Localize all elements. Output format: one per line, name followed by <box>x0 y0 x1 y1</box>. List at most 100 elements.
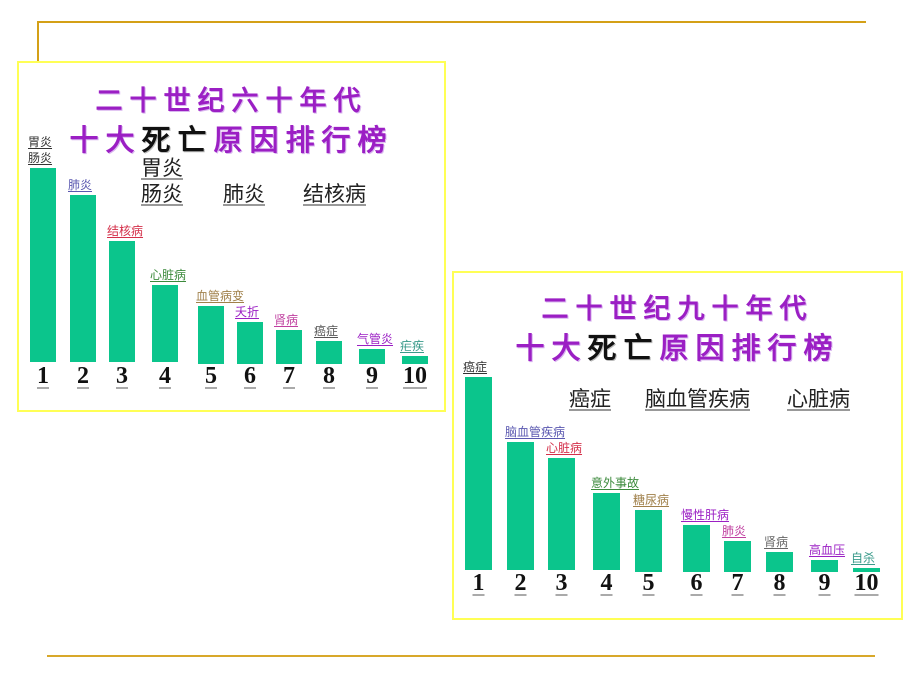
bar-label-line: 夭折 <box>235 305 260 319</box>
bar-label: 结核病 <box>107 223 143 239</box>
bar-label-line: 肺炎 <box>722 524 747 538</box>
bar-label: 慢性肝病 <box>681 507 729 523</box>
bar-label: 肾病 <box>764 534 788 550</box>
rank-number: 9 <box>818 570 831 596</box>
bar-1 <box>30 168 56 362</box>
bar-label: 脑血管疾病 <box>505 424 565 440</box>
rank-number: 7 <box>731 570 744 596</box>
bar-label: 肾病 <box>274 312 298 328</box>
bar-label-line: 癌症 <box>314 324 339 338</box>
bar-label: 糖尿病 <box>633 492 669 508</box>
summary-item-3: 心脏病 <box>787 387 850 411</box>
rank-number: 3 <box>555 570 568 596</box>
rank-number: 3 <box>116 363 128 389</box>
bar-label-line: 癌症 <box>463 360 488 374</box>
rank-number: 4 <box>159 363 171 389</box>
bar-label-line: 肾病 <box>274 313 299 327</box>
chart-title-line1: 二十世纪六十年代 <box>95 86 368 117</box>
bar-label-line: 肾病 <box>764 535 789 549</box>
bar-label: 高血压 <box>809 542 845 558</box>
bar-label: 癌症 <box>463 359 487 375</box>
bar-label-line: 疟疾 <box>400 339 425 353</box>
rank-number: 8 <box>773 570 786 596</box>
bar-label-line: 自杀 <box>851 551 876 565</box>
chart-title-line1: 二十世纪九十年代 <box>541 294 814 325</box>
title-part: 原因排行榜 <box>659 331 840 365</box>
bar-label-line: 心脏病 <box>546 441 583 455</box>
summary-item-1: 胃炎 肠炎 <box>141 155 183 207</box>
bar-label-line: 脑血管疾病 <box>505 425 566 439</box>
bar-label-line: 胃炎 <box>28 135 53 149</box>
slide-frame-bottom-line <box>47 655 875 657</box>
bar-4 <box>593 493 620 570</box>
summary-line: 胃炎 <box>141 156 183 180</box>
summary-item-2: 脑血管疾病 <box>645 387 750 411</box>
bar-label-line: 糖尿病 <box>633 493 670 507</box>
summary-item-3: 结核病 <box>303 182 366 206</box>
bar-label: 夭折 <box>235 304 259 320</box>
rank-number: 6 <box>690 570 703 596</box>
slide-frame-top-line <box>38 21 866 23</box>
bar-1 <box>465 377 492 570</box>
title-part: 十大 <box>69 123 142 157</box>
bar-2 <box>70 195 96 362</box>
bar-2 <box>507 442 534 570</box>
bar-3 <box>548 458 575 570</box>
bar-label: 心脏病 <box>546 440 582 456</box>
bar-label-line: 高血压 <box>809 543 846 557</box>
bar-6 <box>237 322 263 364</box>
summary-item-2: 肺炎 <box>223 182 265 206</box>
chart-title-line2: 十大死亡原因排行榜 <box>454 325 901 367</box>
summary-item-1: 癌症 <box>569 387 611 411</box>
rank-number: 5 <box>642 570 655 596</box>
bar-label-line: 意外事故 <box>591 476 640 490</box>
bar-9 <box>359 349 385 364</box>
title-part: 原因排行榜 <box>213 123 394 157</box>
bar-5 <box>635 510 662 572</box>
bar-label: 气管炎 <box>357 331 393 347</box>
title-part-highlight: 死亡 <box>587 331 660 365</box>
bar-6 <box>683 525 710 572</box>
bar-10 <box>853 568 880 572</box>
slide-frame-left-line <box>37 21 39 62</box>
bar-label: 肺炎 <box>68 177 92 193</box>
bar-3 <box>109 241 135 362</box>
rank-number: 10 <box>854 570 879 596</box>
bar-label-line: 气管炎 <box>357 332 394 346</box>
bar-label-line: 血管病变 <box>196 289 245 303</box>
rank-number: 1 <box>37 363 49 389</box>
bar-5 <box>198 306 224 364</box>
rank-number: 10 <box>403 363 427 389</box>
chart-title-line2: 十大死亡原因排行榜 <box>19 117 444 159</box>
bar-8 <box>316 341 342 364</box>
rank-number: 9 <box>366 363 378 389</box>
rank-number: 6 <box>244 363 256 389</box>
bar-label: 胃炎 肠炎 <box>28 134 52 166</box>
bar-7 <box>276 330 302 364</box>
chart-panel-1960s: 二十世纪六十年代 十大死亡原因排行榜 胃炎 肠炎 肺炎 结核病 胃炎 肠炎 1 肺炎 2… <box>17 61 446 412</box>
bar-7 <box>724 541 751 572</box>
rank-number: 5 <box>205 363 217 389</box>
bar-label: 癌症 <box>314 323 338 339</box>
bar-label: 意外事故 <box>591 475 639 491</box>
rank-number: 8 <box>323 363 335 389</box>
bar-label: 自杀 <box>851 550 875 566</box>
bar-label-line: 慢性肝病 <box>681 508 730 522</box>
rank-number: 4 <box>600 570 613 596</box>
bar-label-line: 结核病 <box>107 224 144 238</box>
title-part-highlight: 死亡 <box>141 123 214 157</box>
rank-number: 7 <box>283 363 295 389</box>
title-part: 十大 <box>515 331 588 365</box>
bar-4 <box>152 285 178 362</box>
bar-label-line: 心脏病 <box>150 268 187 282</box>
chart-panel-1990s: 二十世纪九十年代 十大死亡原因排行榜 癌症 脑血管疾病 心脏病 癌症 1 脑血管疾病… <box>452 271 903 620</box>
bar-label: 心脏病 <box>150 267 186 283</box>
bar-label-line: 肺炎 <box>68 178 93 192</box>
rank-number: 2 <box>514 570 527 596</box>
bar-label-line: 肠炎 <box>28 151 53 165</box>
rank-number: 1 <box>472 570 485 596</box>
bar-label: 血管病变 <box>196 288 244 304</box>
rank-number: 2 <box>77 363 89 389</box>
bar-10 <box>402 356 428 364</box>
bar-label: 疟疾 <box>400 338 424 354</box>
